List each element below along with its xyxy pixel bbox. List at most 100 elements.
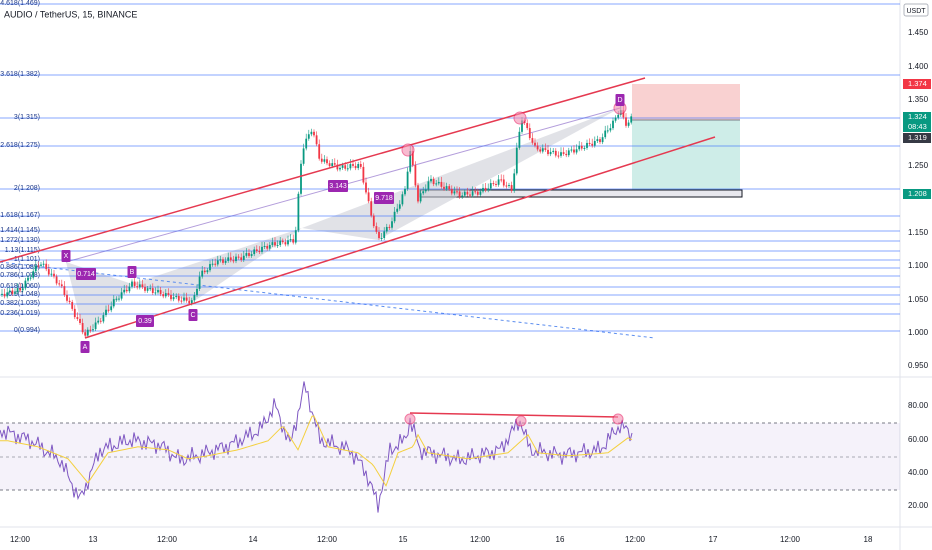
candle — [63, 286, 66, 295]
candle — [29, 277, 32, 279]
candle — [3, 293, 6, 297]
candle — [414, 165, 417, 186]
candle — [612, 120, 614, 129]
time-label: 12:00 — [317, 535, 338, 544]
candle — [47, 269, 50, 275]
candle — [276, 245, 279, 247]
candle — [227, 257, 230, 261]
candle — [505, 185, 508, 187]
candle — [53, 273, 55, 277]
candle — [591, 143, 594, 146]
candle — [575, 149, 578, 153]
candle — [354, 165, 357, 169]
candle — [151, 288, 154, 293]
candle — [55, 276, 58, 284]
fib-label: 4.618(1.469) — [0, 0, 40, 7]
fib-label: 0.5(1.048) — [8, 291, 40, 298]
candle — [391, 221, 393, 228]
candle — [21, 288, 24, 291]
fib-label: 0.236(1.019) — [0, 310, 40, 317]
candle — [313, 131, 315, 136]
candle — [307, 134, 310, 139]
candle — [476, 191, 479, 195]
candle — [383, 231, 386, 238]
rsi-ma — [0, 415, 633, 487]
candle — [245, 253, 248, 256]
candle — [495, 184, 497, 186]
price-label: 1.250 — [908, 161, 929, 170]
candle — [367, 192, 370, 202]
candle — [552, 150, 555, 152]
candle — [401, 194, 404, 205]
candle — [453, 191, 456, 194]
candle — [539, 149, 542, 152]
fib-label: 0(0.994) — [14, 327, 40, 334]
candle — [42, 263, 45, 265]
candle — [253, 249, 256, 255]
candle — [149, 288, 152, 290]
candle — [183, 297, 185, 301]
candle — [193, 295, 196, 301]
candle — [89, 329, 92, 331]
candle — [110, 306, 113, 311]
candle — [167, 293, 170, 295]
pattern-point — [615, 94, 625, 106]
candle — [297, 193, 300, 231]
price-label: 1.000 — [908, 328, 929, 337]
candle — [349, 164, 352, 169]
candle — [40, 264, 42, 266]
pattern-point — [61, 250, 71, 262]
candle — [71, 302, 74, 309]
candle — [336, 164, 339, 170]
candle — [344, 165, 347, 169]
candle — [11, 290, 14, 294]
ratio-label: 3.143 — [329, 183, 347, 190]
candle — [255, 249, 258, 252]
candle — [99, 320, 102, 322]
candle — [346, 168, 349, 170]
candle — [32, 271, 35, 278]
candle — [146, 288, 149, 291]
candle — [534, 142, 536, 146]
candle — [201, 270, 204, 277]
candle — [203, 270, 206, 273]
price-label: 1.450 — [908, 28, 929, 37]
candle — [159, 290, 162, 295]
candle — [86, 329, 89, 336]
fib-label: 0.886(1.089) — [0, 264, 40, 271]
candle — [339, 167, 341, 170]
rsi-label: 20.00 — [908, 501, 929, 510]
candle — [209, 264, 211, 271]
candle — [357, 164, 360, 169]
candle — [133, 281, 136, 287]
candle — [471, 191, 474, 196]
candle — [123, 289, 126, 293]
candle — [310, 131, 313, 135]
candle — [271, 242, 274, 246]
candle — [430, 178, 432, 182]
candle — [445, 186, 448, 189]
candle — [84, 332, 87, 336]
candle — [557, 155, 560, 157]
candle — [190, 300, 193, 304]
candle — [73, 308, 76, 318]
candle — [474, 191, 477, 193]
candle — [333, 163, 336, 165]
price-label: 1.150 — [908, 228, 929, 237]
candle — [131, 281, 133, 287]
candle — [125, 289, 128, 292]
candle — [136, 286, 139, 288]
price-badge — [903, 189, 931, 199]
candle — [222, 259, 224, 263]
candle — [466, 191, 469, 195]
candle — [479, 191, 482, 195]
candle — [112, 299, 115, 307]
candle — [461, 195, 464, 197]
candle — [450, 189, 453, 194]
candle — [175, 296, 178, 298]
unit-box — [903, 3, 929, 17]
candle — [79, 318, 81, 324]
ratio-box — [328, 180, 348, 192]
rsi-label: 60.00 — [908, 435, 929, 444]
